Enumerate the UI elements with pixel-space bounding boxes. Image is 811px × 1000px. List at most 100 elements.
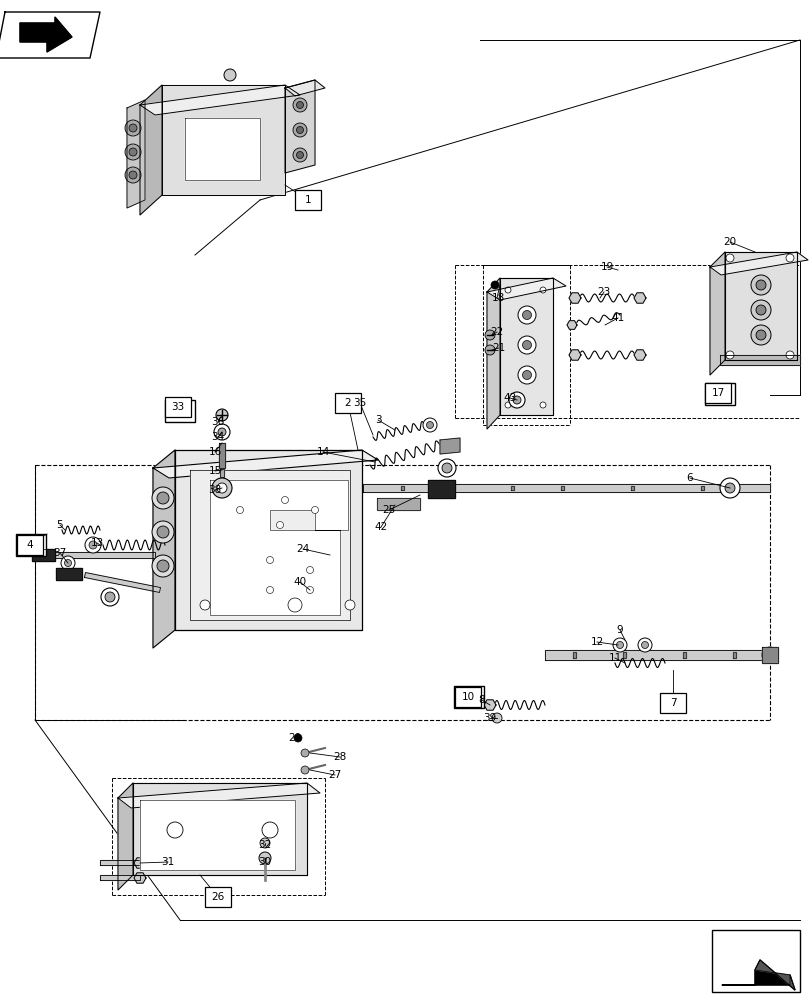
Circle shape <box>260 838 270 848</box>
Text: 40: 40 <box>293 577 307 587</box>
Text: 37: 37 <box>54 548 67 558</box>
Polygon shape <box>561 486 564 490</box>
Circle shape <box>785 254 793 262</box>
Polygon shape <box>683 652 685 658</box>
Bar <box>17 535 43 555</box>
Text: 5: 5 <box>57 520 63 530</box>
Polygon shape <box>633 293 646 303</box>
Bar <box>335 393 361 413</box>
Bar <box>204 887 230 907</box>
Polygon shape <box>118 783 320 808</box>
Polygon shape <box>219 443 225 468</box>
Bar <box>454 687 480 707</box>
Polygon shape <box>487 278 500 429</box>
Text: 15: 15 <box>208 466 221 476</box>
Polygon shape <box>401 486 404 490</box>
Polygon shape <box>100 860 139 865</box>
Circle shape <box>616 642 623 648</box>
Text: 20: 20 <box>723 237 736 247</box>
Circle shape <box>85 537 101 553</box>
Text: 28: 28 <box>333 752 346 762</box>
Text: 6: 6 <box>686 473 693 483</box>
Text: 27: 27 <box>328 770 341 780</box>
Polygon shape <box>631 486 633 490</box>
Polygon shape <box>544 650 774 660</box>
Polygon shape <box>719 355 799 365</box>
Polygon shape <box>35 552 155 558</box>
Circle shape <box>152 555 174 577</box>
Polygon shape <box>32 549 55 561</box>
Circle shape <box>504 402 510 408</box>
Circle shape <box>504 287 510 293</box>
Polygon shape <box>84 573 161 592</box>
Polygon shape <box>500 278 552 415</box>
Text: 10: 10 <box>461 692 474 702</box>
Circle shape <box>217 483 227 493</box>
Polygon shape <box>483 700 496 710</box>
Circle shape <box>206 131 214 139</box>
Polygon shape <box>56 568 82 580</box>
Text: 14: 14 <box>316 447 329 457</box>
Circle shape <box>288 598 302 612</box>
Polygon shape <box>133 783 307 875</box>
Circle shape <box>725 351 733 359</box>
Circle shape <box>101 588 119 606</box>
Bar <box>453 686 483 708</box>
Text: 4: 4 <box>27 540 33 550</box>
Polygon shape <box>566 321 577 329</box>
Bar <box>165 397 191 417</box>
Circle shape <box>125 120 141 136</box>
Polygon shape <box>285 80 315 173</box>
Polygon shape <box>139 85 162 215</box>
Text: 22: 22 <box>490 327 503 337</box>
Circle shape <box>129 148 137 156</box>
Polygon shape <box>487 278 565 300</box>
Circle shape <box>129 124 137 132</box>
Circle shape <box>89 541 97 549</box>
Circle shape <box>224 69 236 81</box>
Polygon shape <box>134 858 146 868</box>
Circle shape <box>216 409 228 421</box>
Circle shape <box>755 330 765 340</box>
Polygon shape <box>569 350 581 360</box>
Circle shape <box>152 487 174 509</box>
Text: 24: 24 <box>296 544 309 554</box>
Polygon shape <box>709 252 724 375</box>
Circle shape <box>521 370 531 379</box>
Polygon shape <box>152 450 175 648</box>
Text: 35: 35 <box>353 398 367 408</box>
Polygon shape <box>100 876 139 880</box>
Text: 38: 38 <box>208 485 221 495</box>
Polygon shape <box>633 350 646 360</box>
Circle shape <box>521 340 531 350</box>
Circle shape <box>426 422 433 428</box>
Circle shape <box>306 566 313 574</box>
Circle shape <box>750 275 770 295</box>
Circle shape <box>293 148 307 162</box>
Text: 17: 17 <box>710 388 723 398</box>
Circle shape <box>296 102 303 109</box>
Circle shape <box>195 150 204 160</box>
Polygon shape <box>190 470 350 620</box>
Circle shape <box>311 506 318 514</box>
Polygon shape <box>724 252 796 360</box>
Text: 7: 7 <box>669 698 676 708</box>
Polygon shape <box>363 484 769 492</box>
Text: 23: 23 <box>597 287 610 297</box>
Polygon shape <box>118 783 133 890</box>
Circle shape <box>230 158 238 166</box>
Circle shape <box>484 330 495 340</box>
Text: 39: 39 <box>483 713 496 723</box>
Circle shape <box>719 478 739 498</box>
Circle shape <box>105 592 115 602</box>
Bar <box>659 693 685 713</box>
Text: 34: 34 <box>211 432 225 442</box>
Circle shape <box>157 492 169 504</box>
Text: 19: 19 <box>599 262 613 272</box>
Circle shape <box>217 428 225 436</box>
Circle shape <box>129 171 137 179</box>
Circle shape <box>517 366 535 384</box>
Bar <box>16 534 46 556</box>
Polygon shape <box>162 85 285 195</box>
Circle shape <box>296 152 303 159</box>
